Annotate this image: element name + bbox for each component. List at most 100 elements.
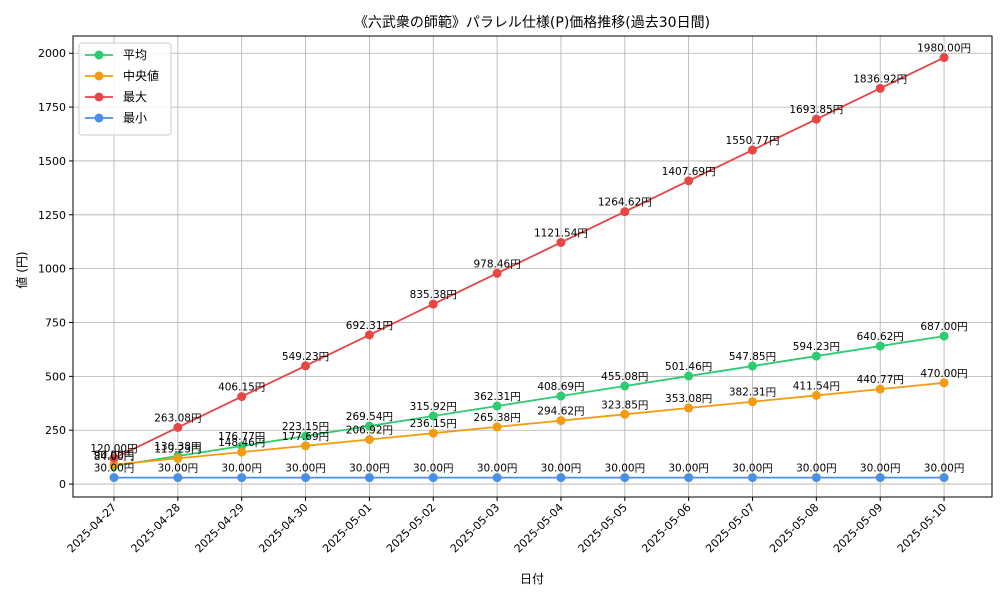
data-label: 30.00円 bbox=[732, 463, 773, 475]
x-tick-label: 2025-05-02 bbox=[384, 501, 438, 555]
data-label: 315.92円 bbox=[410, 401, 457, 413]
data-point bbox=[875, 384, 885, 394]
legend-marker bbox=[94, 113, 104, 123]
data-label: 120.00円 bbox=[90, 443, 137, 455]
data-label: 84.00円 bbox=[94, 451, 135, 463]
data-point bbox=[684, 473, 694, 483]
data-label: 323.85円 bbox=[601, 399, 648, 411]
data-point bbox=[939, 378, 949, 388]
data-point bbox=[556, 416, 566, 426]
legend-label: 平均 bbox=[123, 48, 147, 62]
x-tick-label: 2025-05-01 bbox=[320, 501, 374, 555]
legend-item: 最大 bbox=[85, 90, 147, 104]
data-point bbox=[939, 331, 949, 341]
data-point bbox=[556, 473, 566, 483]
legend-box bbox=[78, 42, 172, 136]
data-point bbox=[173, 453, 183, 463]
data-point bbox=[173, 473, 183, 483]
y-tick-label: 1000 bbox=[38, 263, 66, 276]
data-labels: 84.00円 130.38円 176.77円 223.15円 269.54円 315.92… bbox=[90, 43, 971, 475]
y-tick-label: 500 bbox=[45, 370, 66, 383]
x-tick-label: 2025-05-06 bbox=[639, 501, 693, 555]
data-point bbox=[364, 434, 374, 444]
data-label: 382.31円 bbox=[729, 387, 776, 399]
x-tick-label: 2025-05-09 bbox=[831, 501, 885, 555]
data-label: 30.00円 bbox=[221, 463, 262, 475]
data-point bbox=[684, 403, 694, 413]
x-tick-label: 2025-04-28 bbox=[129, 501, 183, 555]
data-point bbox=[556, 237, 566, 247]
y-tick-label: 1750 bbox=[38, 101, 66, 114]
data-point bbox=[173, 422, 183, 432]
legend-marker bbox=[94, 50, 104, 60]
legend-label: 最小 bbox=[123, 111, 147, 125]
x-tick-label: 2025-05-04 bbox=[512, 501, 566, 555]
data-point bbox=[109, 453, 119, 463]
y-tick-label: 0 bbox=[59, 478, 66, 491]
data-point bbox=[811, 351, 821, 361]
data-label: 1980.00円 bbox=[917, 43, 971, 55]
data-label: 148.46円 bbox=[218, 437, 265, 449]
data-label: 236.15円 bbox=[410, 418, 457, 430]
data-label: 408.69円 bbox=[537, 381, 584, 393]
data-point bbox=[237, 392, 247, 402]
y-tick-label: 750 bbox=[45, 317, 66, 330]
plot-frame bbox=[72, 35, 993, 498]
data-label: 30.00円 bbox=[158, 463, 199, 475]
data-label: 978.46円 bbox=[473, 258, 520, 270]
data-label: 411.54円 bbox=[793, 380, 840, 392]
data-point bbox=[939, 53, 949, 63]
data-label: 30.00円 bbox=[477, 463, 518, 475]
series-line bbox=[113, 56, 945, 460]
series-1 bbox=[109, 378, 949, 470]
x-tick-label: 2025-05-03 bbox=[448, 501, 502, 555]
x-tick-label: 2025-05-07 bbox=[703, 501, 757, 555]
data-label: 90.00円 bbox=[94, 450, 135, 462]
y-tick-label: 250 bbox=[45, 424, 66, 437]
data-label: 269.54円 bbox=[346, 411, 393, 423]
data-label: 176.77円 bbox=[218, 431, 265, 443]
data-point bbox=[237, 447, 247, 457]
data-label: 640.62円 bbox=[857, 331, 904, 343]
legend-marker bbox=[94, 92, 104, 102]
data-point bbox=[301, 431, 311, 441]
legend-marker bbox=[94, 71, 104, 81]
data-label: 501.46円 bbox=[665, 361, 712, 373]
data-label: 30.00円 bbox=[668, 463, 709, 475]
data-label: 549.23円 bbox=[282, 351, 329, 363]
x-tick-label: 2025-04-30 bbox=[256, 501, 310, 555]
chart-title: 《六武衆の師範》パラレル仕様(P)価格推移(過去30日間) bbox=[354, 14, 710, 31]
data-point bbox=[748, 361, 757, 371]
data-point bbox=[237, 473, 247, 483]
data-label: 1264.62円 bbox=[598, 197, 652, 209]
data-label: 440.77円 bbox=[857, 374, 904, 386]
legend-item: 平均 bbox=[85, 48, 147, 62]
series-3 bbox=[109, 473, 949, 483]
data-point bbox=[109, 473, 119, 483]
data-label: 30.00円 bbox=[94, 463, 135, 475]
data-point bbox=[939, 473, 949, 483]
data-label: 30.00円 bbox=[541, 463, 582, 475]
data-point bbox=[875, 83, 885, 93]
data-label: 265.38円 bbox=[473, 412, 520, 424]
data-point bbox=[301, 473, 311, 483]
data-point bbox=[492, 268, 502, 278]
data-point bbox=[811, 114, 821, 124]
x-axis-label: 日付 bbox=[520, 572, 544, 586]
data-label: 30.00円 bbox=[860, 463, 901, 475]
data-point bbox=[109, 460, 119, 470]
data-point bbox=[620, 409, 630, 419]
data-label: 547.85円 bbox=[729, 351, 776, 363]
data-label: 687.00円 bbox=[920, 321, 967, 333]
data-point bbox=[684, 371, 694, 381]
data-label: 30.00円 bbox=[413, 463, 454, 475]
data-label: 1407.69円 bbox=[662, 166, 716, 178]
data-point bbox=[748, 145, 757, 155]
data-point bbox=[620, 473, 630, 483]
data-point bbox=[811, 390, 821, 400]
data-point bbox=[364, 330, 374, 340]
y-tick-label: 2000 bbox=[38, 47, 66, 60]
data-point bbox=[492, 473, 502, 483]
